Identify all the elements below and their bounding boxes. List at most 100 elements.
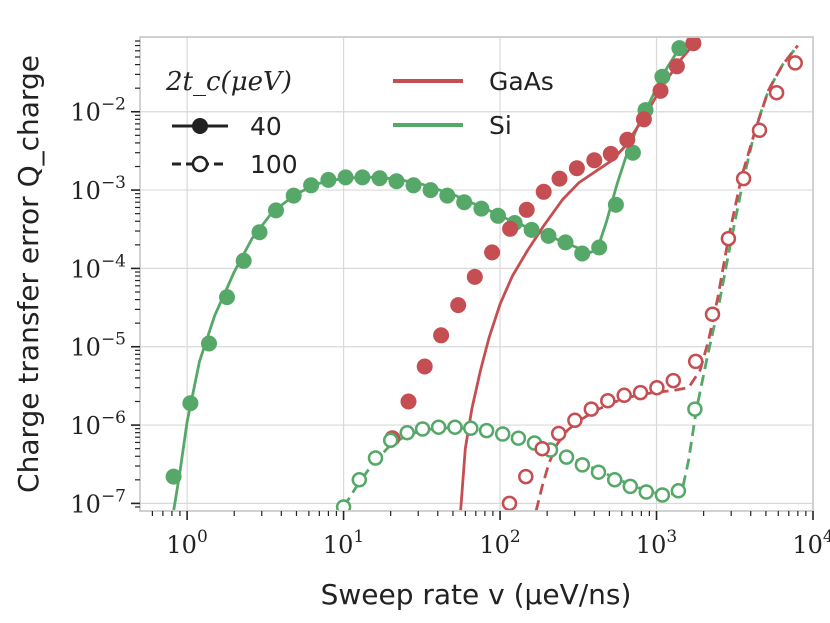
data-point-gaas-100	[735, 170, 752, 187]
data-point-gaas-40	[668, 58, 685, 75]
data-point-si-100	[606, 472, 623, 488]
data-point-si-40	[354, 169, 371, 186]
data-point-si-100	[590, 464, 607, 480]
data-point-gaas-40	[652, 82, 669, 99]
data-point-gaas-100	[550, 425, 567, 442]
data-point-si-100	[638, 484, 655, 500]
data-point-gaas-40	[484, 244, 501, 261]
data-point-si-40	[320, 171, 337, 188]
y-tick-label: 10−2	[70, 95, 126, 127]
data-point-si-100	[622, 478, 639, 495]
data-point-si-40	[456, 194, 473, 211]
data-point-si-40	[624, 144, 641, 161]
x-tick-label: 104	[792, 527, 830, 559]
data-point-si-100	[463, 420, 479, 437]
data-point-si-40	[201, 335, 217, 352]
legend-materials: GaAs Si	[393, 67, 554, 140]
series-markers-si-100	[335, 401, 703, 511]
data-point-si-40	[591, 239, 608, 256]
data-point-si-100	[510, 430, 527, 446]
data-point-si-40	[285, 187, 302, 204]
data-point-gaas-100	[534, 440, 550, 457]
legend-open-marker	[191, 155, 209, 173]
x-axis-label: Sweep rate v (μeV/ns)	[321, 578, 632, 611]
y-tick-label: 10−6	[70, 408, 126, 440]
data-point-gaas-40	[635, 111, 652, 128]
data-point-si-40	[251, 224, 268, 241]
legend-coupling-title: 2t_c(μeV)	[165, 67, 292, 97]
tick-labels: 100 101 102 103 104 10−7 10−6 10−5 10−4 10−3 10−2	[70, 95, 830, 559]
data-point-si-40	[490, 207, 506, 224]
y-tick-label: 10−4	[70, 251, 126, 283]
x-tick-label: 103	[636, 527, 677, 559]
data-point-si-100	[335, 499, 352, 511]
data-point-si-100	[414, 421, 431, 437]
y-tick-label: 10−7	[70, 486, 126, 518]
data-point-gaas-40	[619, 131, 636, 148]
y-tick-label: 10−5	[70, 330, 126, 362]
data-point-si-100	[399, 424, 415, 441]
plot-area-frame	[139, 36, 814, 512]
data-point-gaas-100	[518, 468, 534, 485]
data-point-gaas-40	[586, 152, 603, 169]
data-point-gaas-100	[567, 412, 583, 429]
data-point-si-40	[654, 68, 671, 85]
data-point-gaas-100	[665, 372, 682, 389]
data-point-gaas-100	[583, 401, 600, 417]
legend-gaas-label: GaAs	[489, 67, 554, 96]
data-point-si-100	[367, 450, 384, 466]
data-point-si-40	[540, 227, 557, 244]
data-point-gaas-100	[751, 122, 768, 139]
y-tick-label: 10−3	[70, 173, 126, 205]
data-point-si-40	[337, 169, 354, 186]
data-point-si-40	[405, 177, 422, 194]
data-point-si-40	[422, 182, 439, 199]
data-point-gaas-100	[632, 384, 649, 401]
x-tick-label: 100	[166, 527, 207, 559]
data-point-gaas-40	[433, 327, 450, 344]
data-point-gaas-40	[466, 268, 483, 285]
data-point-gaas-100	[768, 84, 785, 101]
data-point-gaas-100	[720, 230, 737, 247]
x-tick-label: 102	[479, 527, 520, 559]
data-point-gaas-40	[535, 183, 552, 200]
data-point-gaas-40	[518, 201, 535, 218]
data-point-si-100	[654, 487, 671, 503]
y-axis-label: Charge transfer error Q_charge	[12, 55, 45, 493]
data-point-gaas-40	[568, 160, 585, 177]
data-point-si-40	[607, 196, 624, 213]
data-point-si-100	[430, 419, 447, 435]
data-point-gaas-40	[551, 170, 568, 187]
series-markers-gaas-100	[501, 55, 803, 511]
data-point-si-40	[671, 40, 688, 57]
series-line-gaas-40	[459, 42, 696, 511]
legend-coupling-strength: 2t_c(μeV) 40 100	[165, 67, 298, 179]
data-point-si-40	[235, 252, 252, 269]
data-point-gaas-40	[602, 145, 619, 162]
data-point-gaas-100	[649, 379, 665, 396]
data-point-si-100	[687, 401, 703, 417]
data-point-si-40	[303, 177, 320, 194]
data-point-si-100	[494, 426, 511, 442]
legend-si-label: Si	[489, 111, 512, 140]
data-point-si-40	[182, 395, 199, 412]
series-markers-si-40	[165, 40, 688, 485]
data-point-si-100	[351, 472, 368, 488]
data-point-gaas-100	[600, 392, 616, 409]
data-point-gaas-100	[704, 306, 721, 322]
data-point-gaas-100	[501, 495, 518, 511]
data-point-gaas-40	[450, 297, 467, 314]
data-point-si-100	[478, 422, 495, 439]
data-point-si-40	[574, 245, 591, 262]
data-point-si-100	[670, 483, 687, 499]
data-point-si-40	[388, 173, 405, 190]
data-point-si-40	[371, 170, 388, 187]
data-point-gaas-100	[787, 55, 803, 71]
data-point-gaas-100	[687, 353, 704, 370]
data-point-si-40	[219, 289, 235, 306]
legend-coupling-label-40: 40	[250, 112, 282, 141]
data-point-gaas-40	[416, 358, 433, 375]
axis-ticks	[131, 40, 814, 520]
